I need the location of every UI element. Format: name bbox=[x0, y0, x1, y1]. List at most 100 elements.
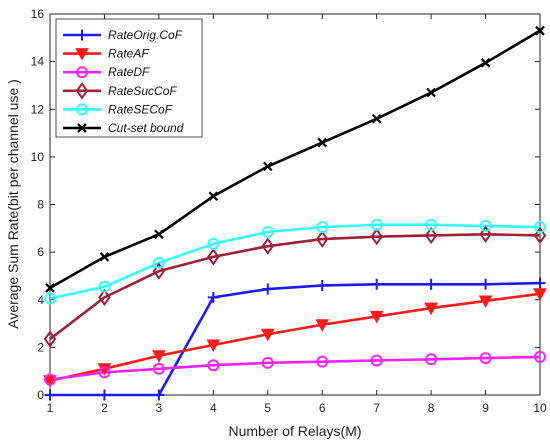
data-point bbox=[317, 137, 327, 148]
y-tick-label: 12 bbox=[31, 102, 45, 116]
data-point bbox=[370, 218, 383, 231]
data-point bbox=[424, 302, 438, 316]
series-lines-layer bbox=[49, 29, 541, 397]
data-point bbox=[261, 356, 274, 369]
data-point bbox=[152, 256, 165, 269]
data-point bbox=[479, 219, 492, 232]
series-line-4 bbox=[49, 223, 541, 300]
series-line-3 bbox=[49, 232, 541, 341]
data-point bbox=[534, 221, 546, 234]
data-point bbox=[207, 237, 220, 250]
data-point bbox=[535, 25, 545, 36]
data-point bbox=[479, 225, 492, 243]
legend-marker bbox=[76, 103, 88, 116]
x-tick-label: 1 bbox=[47, 401, 54, 415]
x-tick-label: 3 bbox=[156, 401, 163, 415]
y-tick-label: 16 bbox=[31, 7, 45, 21]
data-point bbox=[315, 230, 329, 248]
data-point bbox=[154, 229, 164, 240]
legend-marker bbox=[76, 29, 88, 41]
legend-label: Cut-set bound bbox=[108, 121, 184, 135]
x-tick-label: 7 bbox=[373, 401, 380, 415]
data-point bbox=[152, 362, 165, 375]
legend-label: RateDF bbox=[108, 65, 150, 79]
data-point bbox=[208, 191, 219, 201]
x-axis-label: Number of Relays(M) bbox=[228, 423, 361, 439]
data-point bbox=[479, 352, 492, 365]
data-point bbox=[206, 339, 221, 353]
data-point bbox=[478, 295, 493, 308]
x-tick-label: 9 bbox=[482, 401, 489, 415]
data-point bbox=[369, 310, 384, 324]
data-point bbox=[98, 288, 111, 307]
data-point bbox=[261, 237, 275, 255]
legend-box bbox=[55, 18, 203, 138]
legend-label: RateSucCoF bbox=[108, 84, 177, 98]
data-point bbox=[371, 113, 382, 124]
y-tick-label: 10 bbox=[31, 150, 45, 164]
data-point bbox=[534, 350, 546, 363]
legend-marker bbox=[76, 66, 88, 79]
legend-label: RateSECoF bbox=[108, 102, 173, 116]
data-point bbox=[98, 280, 111, 293]
data-point bbox=[152, 350, 166, 363]
data-point bbox=[533, 288, 547, 301]
x-tick-label: 2 bbox=[101, 401, 108, 415]
data-point bbox=[315, 319, 330, 332]
data-point bbox=[263, 161, 273, 172]
x-tick-label: 8 bbox=[428, 401, 435, 415]
series-markers-layer bbox=[43, 25, 547, 401]
legend-marker bbox=[75, 82, 89, 100]
data-point bbox=[44, 292, 56, 305]
legend: RateOrig.CoF RateAF RateDF RateSucCoF RateSE… bbox=[55, 18, 203, 138]
data-point bbox=[43, 330, 57, 348]
data-point bbox=[153, 389, 165, 401]
y-tick-label: 6 bbox=[37, 245, 44, 259]
series-line-5 bbox=[49, 29, 541, 289]
data-point bbox=[261, 225, 274, 238]
y-tick-label: 4 bbox=[37, 293, 44, 307]
data-point bbox=[534, 277, 546, 289]
legend-label: RateAF bbox=[108, 47, 149, 61]
data-point bbox=[424, 226, 438, 245]
data-point bbox=[370, 227, 383, 246]
data-point bbox=[426, 87, 436, 98]
series-line-0 bbox=[50, 281, 541, 397]
data-point bbox=[43, 375, 57, 388]
data-point bbox=[207, 248, 220, 266]
data-point bbox=[480, 278, 492, 290]
data-point bbox=[98, 366, 111, 379]
data-point bbox=[99, 252, 110, 262]
y-tick-label: 14 bbox=[31, 55, 45, 69]
data-point bbox=[44, 389, 56, 401]
data-point bbox=[316, 355, 329, 368]
data-point bbox=[370, 354, 383, 367]
x-tick-label: 6 bbox=[319, 401, 326, 415]
data-point bbox=[425, 353, 438, 366]
data-point bbox=[425, 278, 437, 290]
data-point bbox=[533, 226, 547, 245]
data-point bbox=[45, 283, 55, 293]
data-point bbox=[316, 221, 329, 234]
data-point bbox=[98, 389, 110, 401]
data-point bbox=[371, 278, 383, 290]
legend-marker bbox=[77, 123, 87, 133]
y-tick-label: 0 bbox=[37, 388, 44, 402]
data-point bbox=[316, 279, 328, 291]
data-point bbox=[152, 262, 166, 280]
y-axis-label: Average Sum Rate(bit per channel use ) bbox=[5, 79, 21, 329]
x-tick-label: 5 bbox=[264, 401, 271, 415]
x-tick-label: 10 bbox=[533, 401, 547, 415]
data-point bbox=[425, 218, 438, 231]
data-point bbox=[260, 328, 275, 342]
data-point bbox=[480, 58, 491, 68]
data-point bbox=[207, 359, 220, 372]
data-point bbox=[262, 283, 274, 295]
y-tick-label: 2 bbox=[37, 340, 44, 354]
series-line-2 bbox=[49, 355, 541, 381]
series-line-1 bbox=[49, 292, 541, 382]
legend-marker bbox=[75, 48, 89, 61]
legend-label: RateOrig.CoF bbox=[108, 28, 183, 42]
